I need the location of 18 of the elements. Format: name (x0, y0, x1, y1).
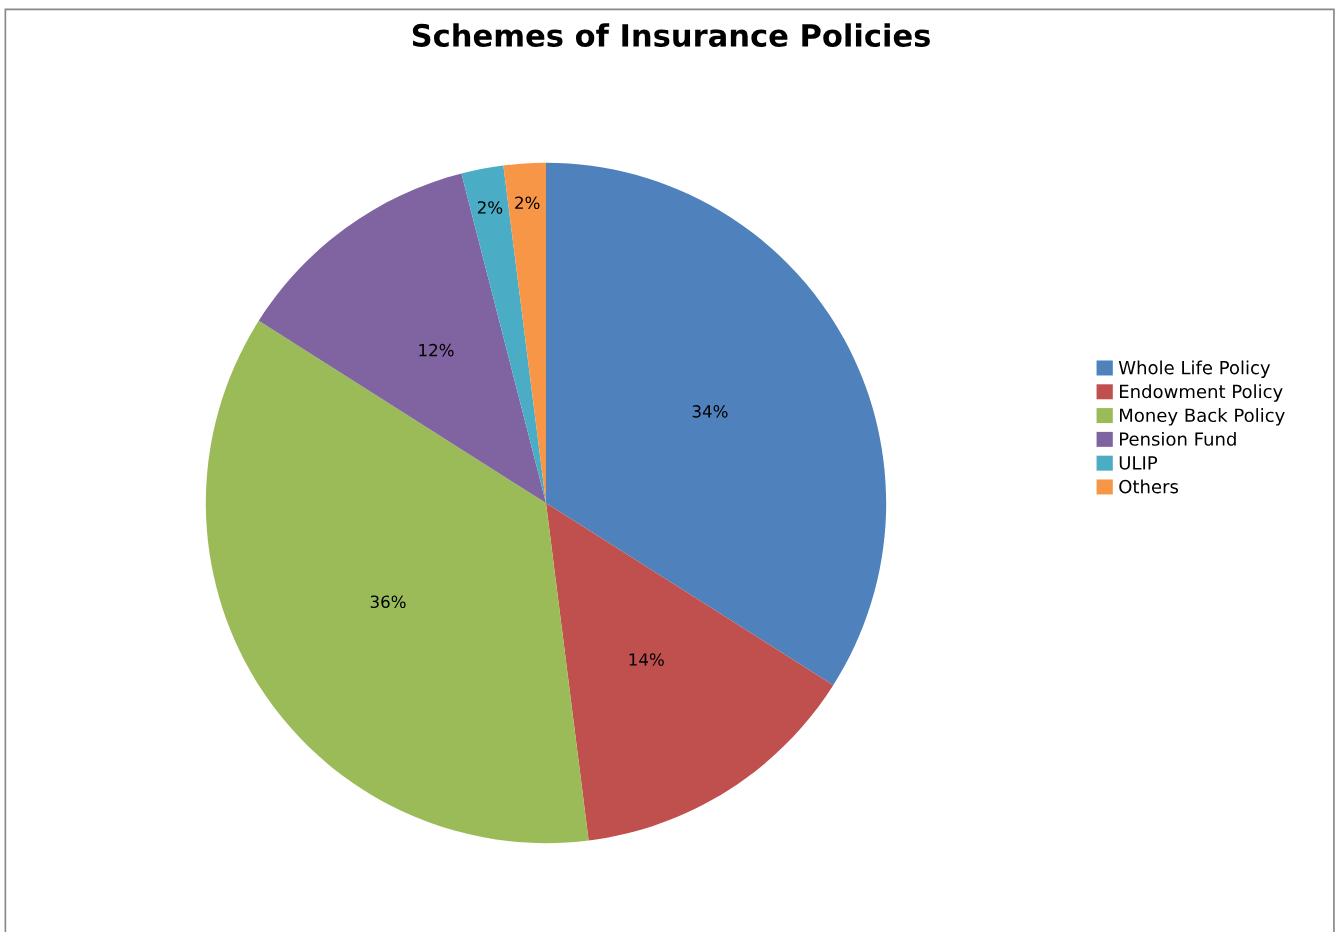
legend-label: Others (1119, 479, 1179, 494)
chart-title: Schemes of Insurance Policies (412, 23, 930, 47)
pie-slice (546, 162, 887, 686)
legend-label: ULIP (1119, 456, 1158, 470)
pie-slice (461, 165, 546, 503)
data-label: 36% (370, 595, 406, 609)
data-label: 2% (515, 196, 540, 210)
pie-slice (546, 503, 834, 841)
legend-label: Pension Fund (1120, 431, 1236, 446)
data-label: 2% (477, 201, 503, 214)
legend-label: Whole Life Policy (1118, 360, 1271, 378)
pie-slice (258, 173, 546, 503)
legend-label: Endowment Policy (1120, 384, 1283, 402)
legend-label: Money Back Policy (1120, 408, 1285, 426)
pie-slice (205, 320, 589, 844)
data-label: 14% (629, 653, 664, 666)
data-label: 12% (419, 343, 454, 357)
data-label: 34% (692, 405, 728, 418)
